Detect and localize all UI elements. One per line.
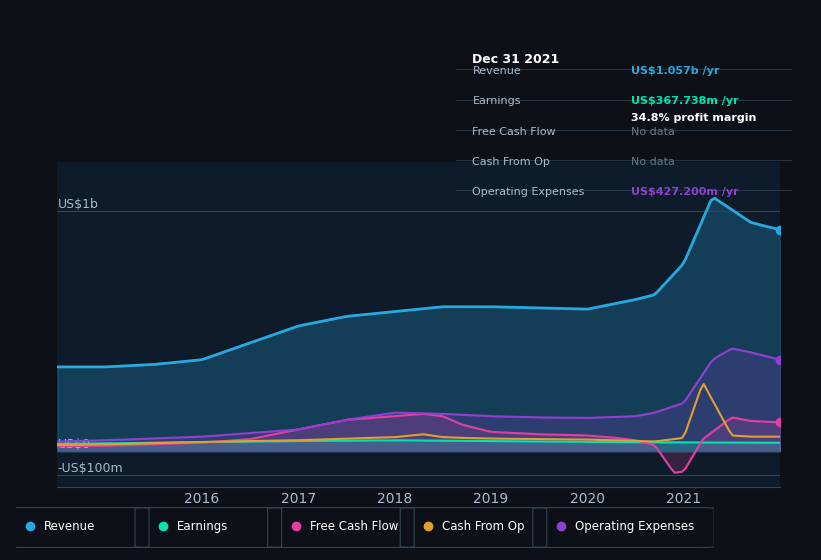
Text: Revenue: Revenue (44, 520, 96, 533)
Text: Free Cash Flow: Free Cash Flow (310, 520, 398, 533)
Text: US$1.057b /yr: US$1.057b /yr (631, 66, 719, 76)
Text: US$0: US$0 (57, 438, 90, 451)
Text: Cash From Op: Cash From Op (473, 157, 550, 167)
Text: US$427.200m /yr: US$427.200m /yr (631, 187, 738, 197)
Text: Operating Expenses: Operating Expenses (473, 187, 585, 197)
Text: US$1b: US$1b (57, 198, 99, 211)
Text: Earnings: Earnings (177, 520, 228, 533)
Text: Revenue: Revenue (473, 66, 521, 76)
Text: No data: No data (631, 127, 675, 137)
Text: Operating Expenses: Operating Expenses (575, 520, 694, 533)
Text: US$367.738m /yr: US$367.738m /yr (631, 96, 738, 106)
Text: No data: No data (631, 157, 675, 167)
Text: Earnings: Earnings (473, 96, 521, 106)
Text: Cash From Op: Cash From Op (443, 520, 525, 533)
Text: -US$100m: -US$100m (57, 462, 123, 475)
Text: Dec 31 2021: Dec 31 2021 (473, 53, 560, 66)
Text: 34.8% profit margin: 34.8% profit margin (631, 113, 756, 123)
Text: Free Cash Flow: Free Cash Flow (473, 127, 556, 137)
